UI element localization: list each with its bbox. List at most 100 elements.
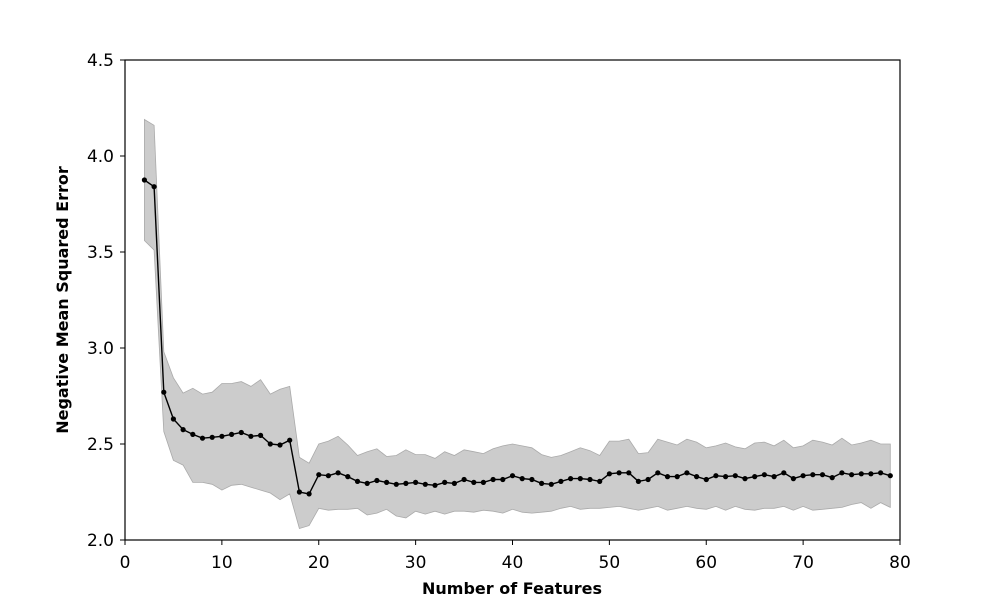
data-point [296, 489, 302, 495]
data-point [354, 478, 361, 484]
data-point [248, 433, 254, 439]
x-tick-label: 30 [405, 553, 427, 573]
data-point [810, 472, 816, 478]
x-tick-label: 50 [599, 553, 621, 573]
data-point [151, 184, 157, 190]
x-tick-label: 70 [792, 553, 814, 573]
y-tick-label: 4.5 [87, 51, 114, 71]
x-tick-label: 0 [120, 553, 131, 573]
data-point [829, 475, 835, 481]
data-point [577, 476, 583, 482]
x-tick-label: 10 [211, 553, 233, 573]
x-axis-label: Number of Features [422, 579, 602, 598]
data-point [229, 431, 235, 437]
y-tick-label: 3.0 [87, 339, 114, 359]
data-point [548, 481, 554, 487]
data-point [190, 431, 196, 437]
data-point [674, 474, 680, 480]
y-tick-label: 2.0 [87, 531, 114, 551]
data-point [161, 389, 167, 395]
data-point [422, 481, 428, 487]
data-point [723, 474, 729, 480]
data-point [384, 479, 390, 485]
data-point [199, 435, 206, 441]
data-point [141, 177, 147, 183]
x-tick-label: 60 [695, 553, 717, 573]
data-point [267, 441, 273, 447]
y-tick-label: 2.5 [87, 435, 114, 455]
data-point [258, 432, 264, 438]
data-point [345, 474, 351, 480]
data-point [868, 471, 874, 477]
data-point [413, 479, 419, 485]
data-point [316, 472, 322, 478]
data-point [645, 476, 651, 483]
data-point [849, 472, 855, 478]
x-tick-label: 80 [889, 553, 911, 573]
data-point [364, 480, 370, 486]
data-point [626, 470, 632, 476]
x-tick-label: 40 [502, 553, 524, 573]
data-point [606, 471, 613, 477]
data-point [635, 478, 642, 484]
y-tick-label: 4.0 [87, 147, 114, 167]
x-tick-label: 20 [308, 553, 330, 573]
data-point [655, 470, 661, 476]
data-point [306, 491, 312, 497]
data-point [277, 442, 283, 448]
data-point [819, 472, 826, 478]
data-point [432, 482, 438, 488]
data-point [742, 476, 748, 482]
data-point [287, 437, 293, 443]
error-band-layer [143, 118, 891, 529]
y-axis-ticks: 2.0 2.5 3.0 3.5 4.0 4.5 [87, 51, 125, 551]
data-point [451, 480, 457, 486]
data-point [480, 479, 486, 485]
data-point [519, 476, 525, 482]
data-point [694, 474, 700, 480]
data-point [781, 470, 787, 476]
y-axis-label: Negative Mean Squared Error [53, 166, 72, 434]
data-point [878, 470, 884, 476]
data-point [587, 476, 593, 483]
data-point [509, 473, 516, 479]
data-point [761, 472, 768, 478]
data-point [461, 476, 467, 483]
data-point [616, 470, 622, 476]
data-point [374, 477, 380, 484]
data-point [209, 434, 215, 440]
data-point [771, 474, 777, 480]
data-point [684, 470, 690, 476]
data-point [180, 427, 186, 433]
data-point [219, 433, 225, 439]
y-tick-label: 3.5 [87, 243, 114, 263]
x-axis-ticks: 0 10 20 30 40 50 60 70 80 [120, 540, 911, 573]
data-point [703, 476, 709, 483]
data-point [500, 476, 506, 483]
data-point [529, 476, 535, 483]
data-point [490, 476, 496, 483]
data-point [325, 473, 331, 479]
data-point [403, 480, 409, 486]
data-point [568, 476, 574, 482]
data-point [790, 476, 797, 482]
data-point [558, 478, 564, 484]
data-point [800, 473, 806, 479]
data-points-layer [141, 177, 893, 497]
data-point [539, 480, 545, 486]
data-point [471, 479, 477, 485]
data-point [597, 478, 603, 484]
std-band [143, 118, 891, 529]
data-point [858, 471, 864, 477]
data-point [393, 481, 399, 487]
data-point [752, 474, 758, 480]
data-point [887, 473, 893, 479]
data-point [335, 470, 341, 476]
data-point [170, 416, 176, 422]
data-point [732, 473, 738, 479]
data-point [664, 474, 671, 480]
data-point [839, 470, 845, 476]
data-point [713, 473, 719, 479]
data-point [238, 429, 244, 436]
